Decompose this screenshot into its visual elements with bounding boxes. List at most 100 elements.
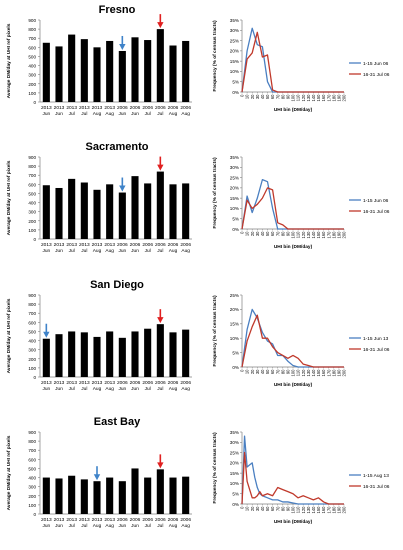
x-tick-label: 200 [342,369,347,377]
x-tick-label: 0 [240,231,245,234]
x-tick-month: Jun [55,386,63,392]
x-tick-month: Aug [169,248,178,254]
x-tick-month: Aug [93,386,102,392]
bar-y-axis-label: Average DM/day at UHI ref pixels [6,435,12,510]
y-tick-label: 0 [33,512,36,517]
x-tick-label: 110 [296,506,301,513]
x-tick-label: 20 [250,94,255,99]
x-tick-year: 2006 [130,242,141,248]
blue-arrow-marker-head [93,474,101,481]
x-tick-label: 10 [245,231,250,236]
legend-label: 1-15 Jun 06 [363,198,389,204]
bar [156,29,164,102]
x-tick-label: 130 [306,369,311,377]
y-tick-label: 10% [230,69,239,74]
y-tick-label: 600 [28,45,36,50]
x-tick-year: 2013 [92,105,103,111]
x-tick-label: 100 [291,94,296,102]
bar [80,332,88,377]
x-tick-year: 2006 [168,105,179,111]
legend-label: 16-31 Jul 06 [363,347,390,353]
x-tick-year: 2013 [92,517,103,523]
x-tick-year: 2013 [79,380,90,386]
x-tick-month: Aug [181,523,190,529]
bar [106,184,114,239]
y-tick-label: 200 [28,494,36,499]
freq-y-axis-label: Frequency (% of census tracts) [212,432,218,504]
series-line [241,187,344,230]
x-tick-month: Jun [42,523,50,529]
freq-y-axis-label: Frequency (% of census tracts) [212,157,218,229]
y-tick-label: 700 [28,173,36,178]
y-tick-label: 300 [28,348,36,353]
bar [118,337,126,377]
x-tick-year: 2013 [104,105,115,111]
x-tick-label: 10 [245,369,250,374]
x-tick-label: 90 [286,231,291,236]
legend-label: 1-15 Aug 13 [363,473,389,479]
x-tick-month: Aug [169,111,178,117]
x-tick-label: 120 [301,231,306,239]
x-tick-year: 2013 [54,242,65,248]
y-tick-label: 800 [28,27,36,32]
x-tick-label: 90 [286,506,291,511]
y-tick-label: 25% [230,293,239,298]
x-tick-year: 2006 [155,517,166,523]
x-tick-label: 20 [250,506,255,511]
x-tick-month: Jul [69,111,75,117]
x-tick-month: Jul [81,248,87,254]
y-tick-label: 5% [232,80,239,85]
x-tick-month: Aug [93,248,102,254]
blue-arrow-marker [43,323,50,338]
x-tick-year: 2013 [92,380,103,386]
x-tick-label: 60 [270,94,275,99]
y-tick-label: 900 [28,293,36,298]
x-tick-month: Jul [157,386,163,392]
bar-chart-title: Fresno [99,4,136,16]
x-tick-year: 2006 [180,242,191,248]
y-tick-label: 900 [28,430,36,435]
x-tick-label: 150 [316,231,321,239]
y-tick-label: 0% [232,90,239,95]
y-tick-label: 10% [230,481,239,486]
red-arrow-marker-head [157,462,164,469]
y-tick-label: 35% [230,430,239,435]
x-tick-month: Jul [157,248,163,254]
bar [68,34,76,103]
y-tick-label: 900 [28,18,36,23]
y-tick-label: 400 [28,339,36,344]
bar [118,192,126,239]
x-tick-month: Jun [118,386,126,392]
y-tick-label: 500 [28,191,36,196]
bar [106,477,114,514]
blue-arrow-marker-head [43,331,50,338]
x-tick-month: Jul [145,248,151,254]
bar-y-axis-label: Average DM/day at UHI ref pixels [6,160,12,235]
x-tick-label: 40 [260,369,265,374]
y-tick-label: 0 [33,237,36,242]
bar [156,469,164,514]
bar [93,336,101,377]
y-tick-label: 15% [230,196,239,201]
chart-row: San Diego0100200300400500600700800900Ave… [6,279,390,392]
x-tick-year: 2006 [117,380,128,386]
x-tick-label: 140 [311,231,316,239]
y-tick-label: 500 [28,466,36,471]
bar [55,478,63,514]
x-tick-month: Aug [93,523,102,529]
bar [131,331,139,377]
y-tick-label: 10% [230,336,239,341]
freq-y-axis-label: Frequency (% of census tracts) [212,20,218,92]
y-tick-label: 800 [28,302,36,307]
red-arrow-marker [157,156,164,171]
x-tick-year: 2013 [41,105,52,111]
x-tick-label: 110 [296,94,301,101]
x-tick-year: 2013 [104,242,115,248]
x-tick-label: 70 [275,231,280,236]
red-arrow-marker-head [157,164,164,171]
x-tick-year: 2013 [54,105,65,111]
x-tick-month: Jul [81,523,87,529]
x-tick-label: 110 [296,231,301,238]
x-tick-year: 2013 [41,242,52,248]
blue-arrow-marker-head [119,43,126,50]
